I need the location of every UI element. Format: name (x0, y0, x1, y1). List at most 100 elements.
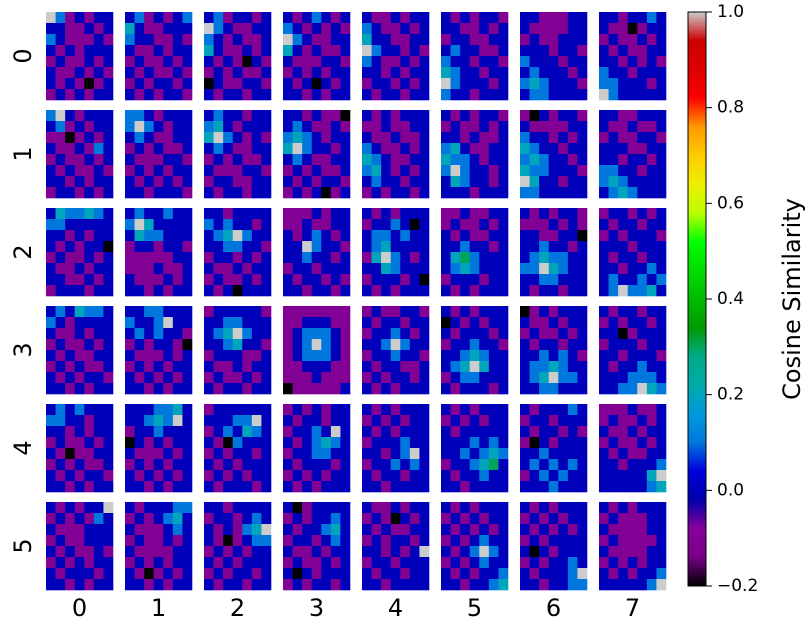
cell (65, 143, 76, 155)
cell (469, 45, 480, 57)
cell (548, 535, 559, 547)
cell (261, 459, 272, 471)
cell (242, 306, 253, 318)
cell (153, 426, 164, 438)
cell (330, 459, 341, 471)
cell (283, 437, 293, 449)
cell (292, 339, 303, 351)
cell (441, 470, 451, 482)
cell (204, 579, 214, 591)
cell (558, 306, 569, 318)
cell (567, 317, 578, 329)
cell (46, 535, 56, 547)
cell (390, 481, 401, 493)
cell (362, 23, 372, 35)
cell (520, 415, 530, 427)
cell (93, 459, 104, 471)
cell (261, 328, 272, 340)
cell (529, 165, 540, 177)
tile (125, 208, 193, 297)
cell (409, 263, 420, 275)
cell (242, 328, 253, 340)
cell (213, 426, 224, 438)
cell (627, 176, 638, 188)
cell (74, 568, 85, 580)
cell (646, 67, 657, 79)
cell (479, 339, 490, 351)
cell (65, 23, 76, 35)
cell (539, 579, 550, 591)
cell (441, 459, 451, 471)
cell (213, 579, 224, 591)
cell (153, 350, 164, 362)
cell (450, 372, 461, 384)
cell (182, 143, 193, 155)
cell (223, 513, 234, 525)
cell (627, 404, 638, 416)
cell (153, 241, 164, 253)
cell (520, 481, 530, 493)
cell (204, 383, 214, 395)
cell (283, 143, 293, 155)
cell (381, 208, 392, 220)
cell (488, 579, 499, 591)
cell (618, 481, 629, 493)
cell (646, 165, 657, 177)
cell (65, 568, 76, 580)
cell (637, 154, 648, 166)
cell (498, 350, 509, 362)
cell (371, 143, 382, 155)
cell (55, 513, 66, 525)
cell (520, 568, 530, 580)
cell (321, 110, 332, 122)
cell (74, 426, 85, 438)
cell (548, 23, 559, 35)
cell (223, 154, 234, 166)
cell (125, 481, 135, 493)
cell (321, 12, 332, 24)
cell (646, 154, 657, 166)
cell (520, 459, 530, 471)
cell (321, 437, 332, 449)
cell (577, 448, 588, 460)
cell (302, 154, 313, 166)
cell (330, 361, 341, 373)
cell (163, 437, 174, 449)
cell (134, 470, 145, 482)
cell (548, 339, 559, 351)
cell (627, 568, 638, 580)
cell (608, 34, 619, 46)
cell (409, 110, 420, 122)
cell (479, 524, 490, 536)
cell (163, 372, 174, 384)
cell (144, 328, 155, 340)
cell (608, 372, 619, 384)
cell (330, 524, 341, 536)
cell (450, 317, 461, 329)
cell (409, 12, 420, 24)
cell (163, 404, 174, 416)
cell (608, 361, 619, 373)
cell (340, 274, 351, 286)
cell (261, 143, 272, 155)
cell (381, 219, 392, 231)
cell (460, 513, 471, 525)
cell (261, 524, 272, 536)
tile (46, 306, 114, 395)
cell (84, 513, 95, 525)
cell (232, 132, 243, 144)
cell (204, 568, 214, 580)
cell (172, 110, 183, 122)
cell (93, 78, 104, 90)
cell (637, 56, 648, 68)
cell (529, 56, 540, 68)
cell (460, 426, 471, 438)
cell (599, 89, 609, 101)
cell (213, 383, 224, 395)
cell (251, 568, 262, 580)
cell (103, 121, 114, 133)
cell (558, 328, 569, 340)
cell (441, 252, 451, 264)
cell (242, 78, 253, 90)
cell (172, 285, 183, 297)
